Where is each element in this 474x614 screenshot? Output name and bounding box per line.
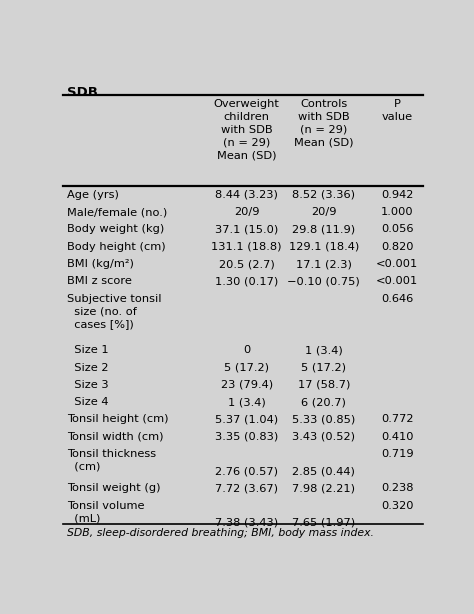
Text: 0.410: 0.410 — [381, 432, 413, 441]
Text: 3.35 (0.83): 3.35 (0.83) — [215, 432, 278, 441]
Text: Overweight
children
with SDB
(n = 29)
Mean (SD): Overweight children with SDB (n = 29) Me… — [214, 99, 280, 160]
Text: Size 1: Size 1 — [66, 345, 108, 356]
Text: 7.65 (1.97): 7.65 (1.97) — [292, 518, 356, 528]
Text: 29.8 (11.9): 29.8 (11.9) — [292, 225, 356, 235]
Text: SDB: SDB — [66, 86, 98, 99]
Text: 17.1 (2.3): 17.1 (2.3) — [296, 259, 352, 269]
Text: Controls
with SDB
(n = 29)
Mean (SD): Controls with SDB (n = 29) Mean (SD) — [294, 99, 354, 147]
Text: 0.646: 0.646 — [381, 293, 413, 303]
Text: 0.719: 0.719 — [381, 449, 413, 459]
Text: SDB, sleep-disordered breathing; BMI, body mass index.: SDB, sleep-disordered breathing; BMI, bo… — [66, 527, 374, 537]
Text: Subjective tonsil
  size (no. of
  cases [%]): Subjective tonsil size (no. of cases [%]… — [66, 293, 161, 329]
Text: 5.37 (1.04): 5.37 (1.04) — [215, 414, 278, 424]
Text: 131.1 (18.8): 131.1 (18.8) — [211, 242, 282, 252]
Text: 1.30 (0.17): 1.30 (0.17) — [215, 276, 278, 286]
Text: 8.52 (3.36): 8.52 (3.36) — [292, 190, 355, 200]
Text: 6 (20.7): 6 (20.7) — [301, 397, 346, 407]
Text: 8.44 (3.23): 8.44 (3.23) — [215, 190, 278, 200]
Text: Tonsil weight (g): Tonsil weight (g) — [66, 483, 160, 493]
Text: BMI (kg/m²): BMI (kg/m²) — [66, 259, 134, 269]
Text: 1.000: 1.000 — [381, 208, 413, 217]
Text: 23 (79.4): 23 (79.4) — [220, 380, 273, 390]
Text: Male/female (no.): Male/female (no.) — [66, 208, 167, 217]
Text: Tonsil width (cm): Tonsil width (cm) — [66, 432, 163, 441]
Text: −0.10 (0.75): −0.10 (0.75) — [287, 276, 360, 286]
Text: Age (yrs): Age (yrs) — [66, 190, 118, 200]
Text: 5 (17.2): 5 (17.2) — [301, 362, 346, 373]
Text: 2.85 (0.44): 2.85 (0.44) — [292, 466, 355, 476]
Text: P
value: P value — [382, 99, 413, 122]
Text: 0.820: 0.820 — [381, 242, 413, 252]
Text: Body height (cm): Body height (cm) — [66, 242, 165, 252]
Text: 129.1 (18.4): 129.1 (18.4) — [289, 242, 359, 252]
Text: 0.942: 0.942 — [381, 190, 413, 200]
Text: 7.98 (2.21): 7.98 (2.21) — [292, 483, 355, 493]
Text: 2.76 (0.57): 2.76 (0.57) — [215, 466, 278, 476]
Text: 20/9: 20/9 — [234, 208, 259, 217]
Text: 1 (3.4): 1 (3.4) — [228, 397, 265, 407]
Text: 17 (58.7): 17 (58.7) — [298, 380, 350, 390]
Text: 20/9: 20/9 — [311, 208, 337, 217]
Text: Tonsil thickness
  (cm): Tonsil thickness (cm) — [66, 449, 156, 472]
Text: <0.001: <0.001 — [376, 276, 419, 286]
Text: 20.5 (2.7): 20.5 (2.7) — [219, 259, 274, 269]
Text: Tonsil volume
  (mL): Tonsil volume (mL) — [66, 500, 144, 523]
Text: 0.238: 0.238 — [381, 483, 413, 493]
Text: <0.001: <0.001 — [376, 259, 419, 269]
Text: 0.320: 0.320 — [381, 500, 413, 511]
Text: Size 4: Size 4 — [66, 397, 108, 407]
Text: 37.1 (15.0): 37.1 (15.0) — [215, 225, 278, 235]
Text: Tonsil height (cm): Tonsil height (cm) — [66, 414, 168, 424]
Text: 1 (3.4): 1 (3.4) — [305, 345, 343, 356]
Text: 7.38 (3.43): 7.38 (3.43) — [215, 518, 278, 528]
Text: 5.33 (0.85): 5.33 (0.85) — [292, 414, 356, 424]
Text: 0: 0 — [243, 345, 250, 356]
Text: 0.056: 0.056 — [381, 225, 413, 235]
Text: Size 2: Size 2 — [66, 362, 108, 373]
Text: 0.772: 0.772 — [381, 414, 413, 424]
Text: 5 (17.2): 5 (17.2) — [224, 362, 269, 373]
Text: BMI z score: BMI z score — [66, 276, 131, 286]
Text: 3.43 (0.52): 3.43 (0.52) — [292, 432, 355, 441]
Text: 7.72 (3.67): 7.72 (3.67) — [215, 483, 278, 493]
Text: Body weight (kg): Body weight (kg) — [66, 225, 164, 235]
Text: Size 3: Size 3 — [66, 380, 108, 390]
